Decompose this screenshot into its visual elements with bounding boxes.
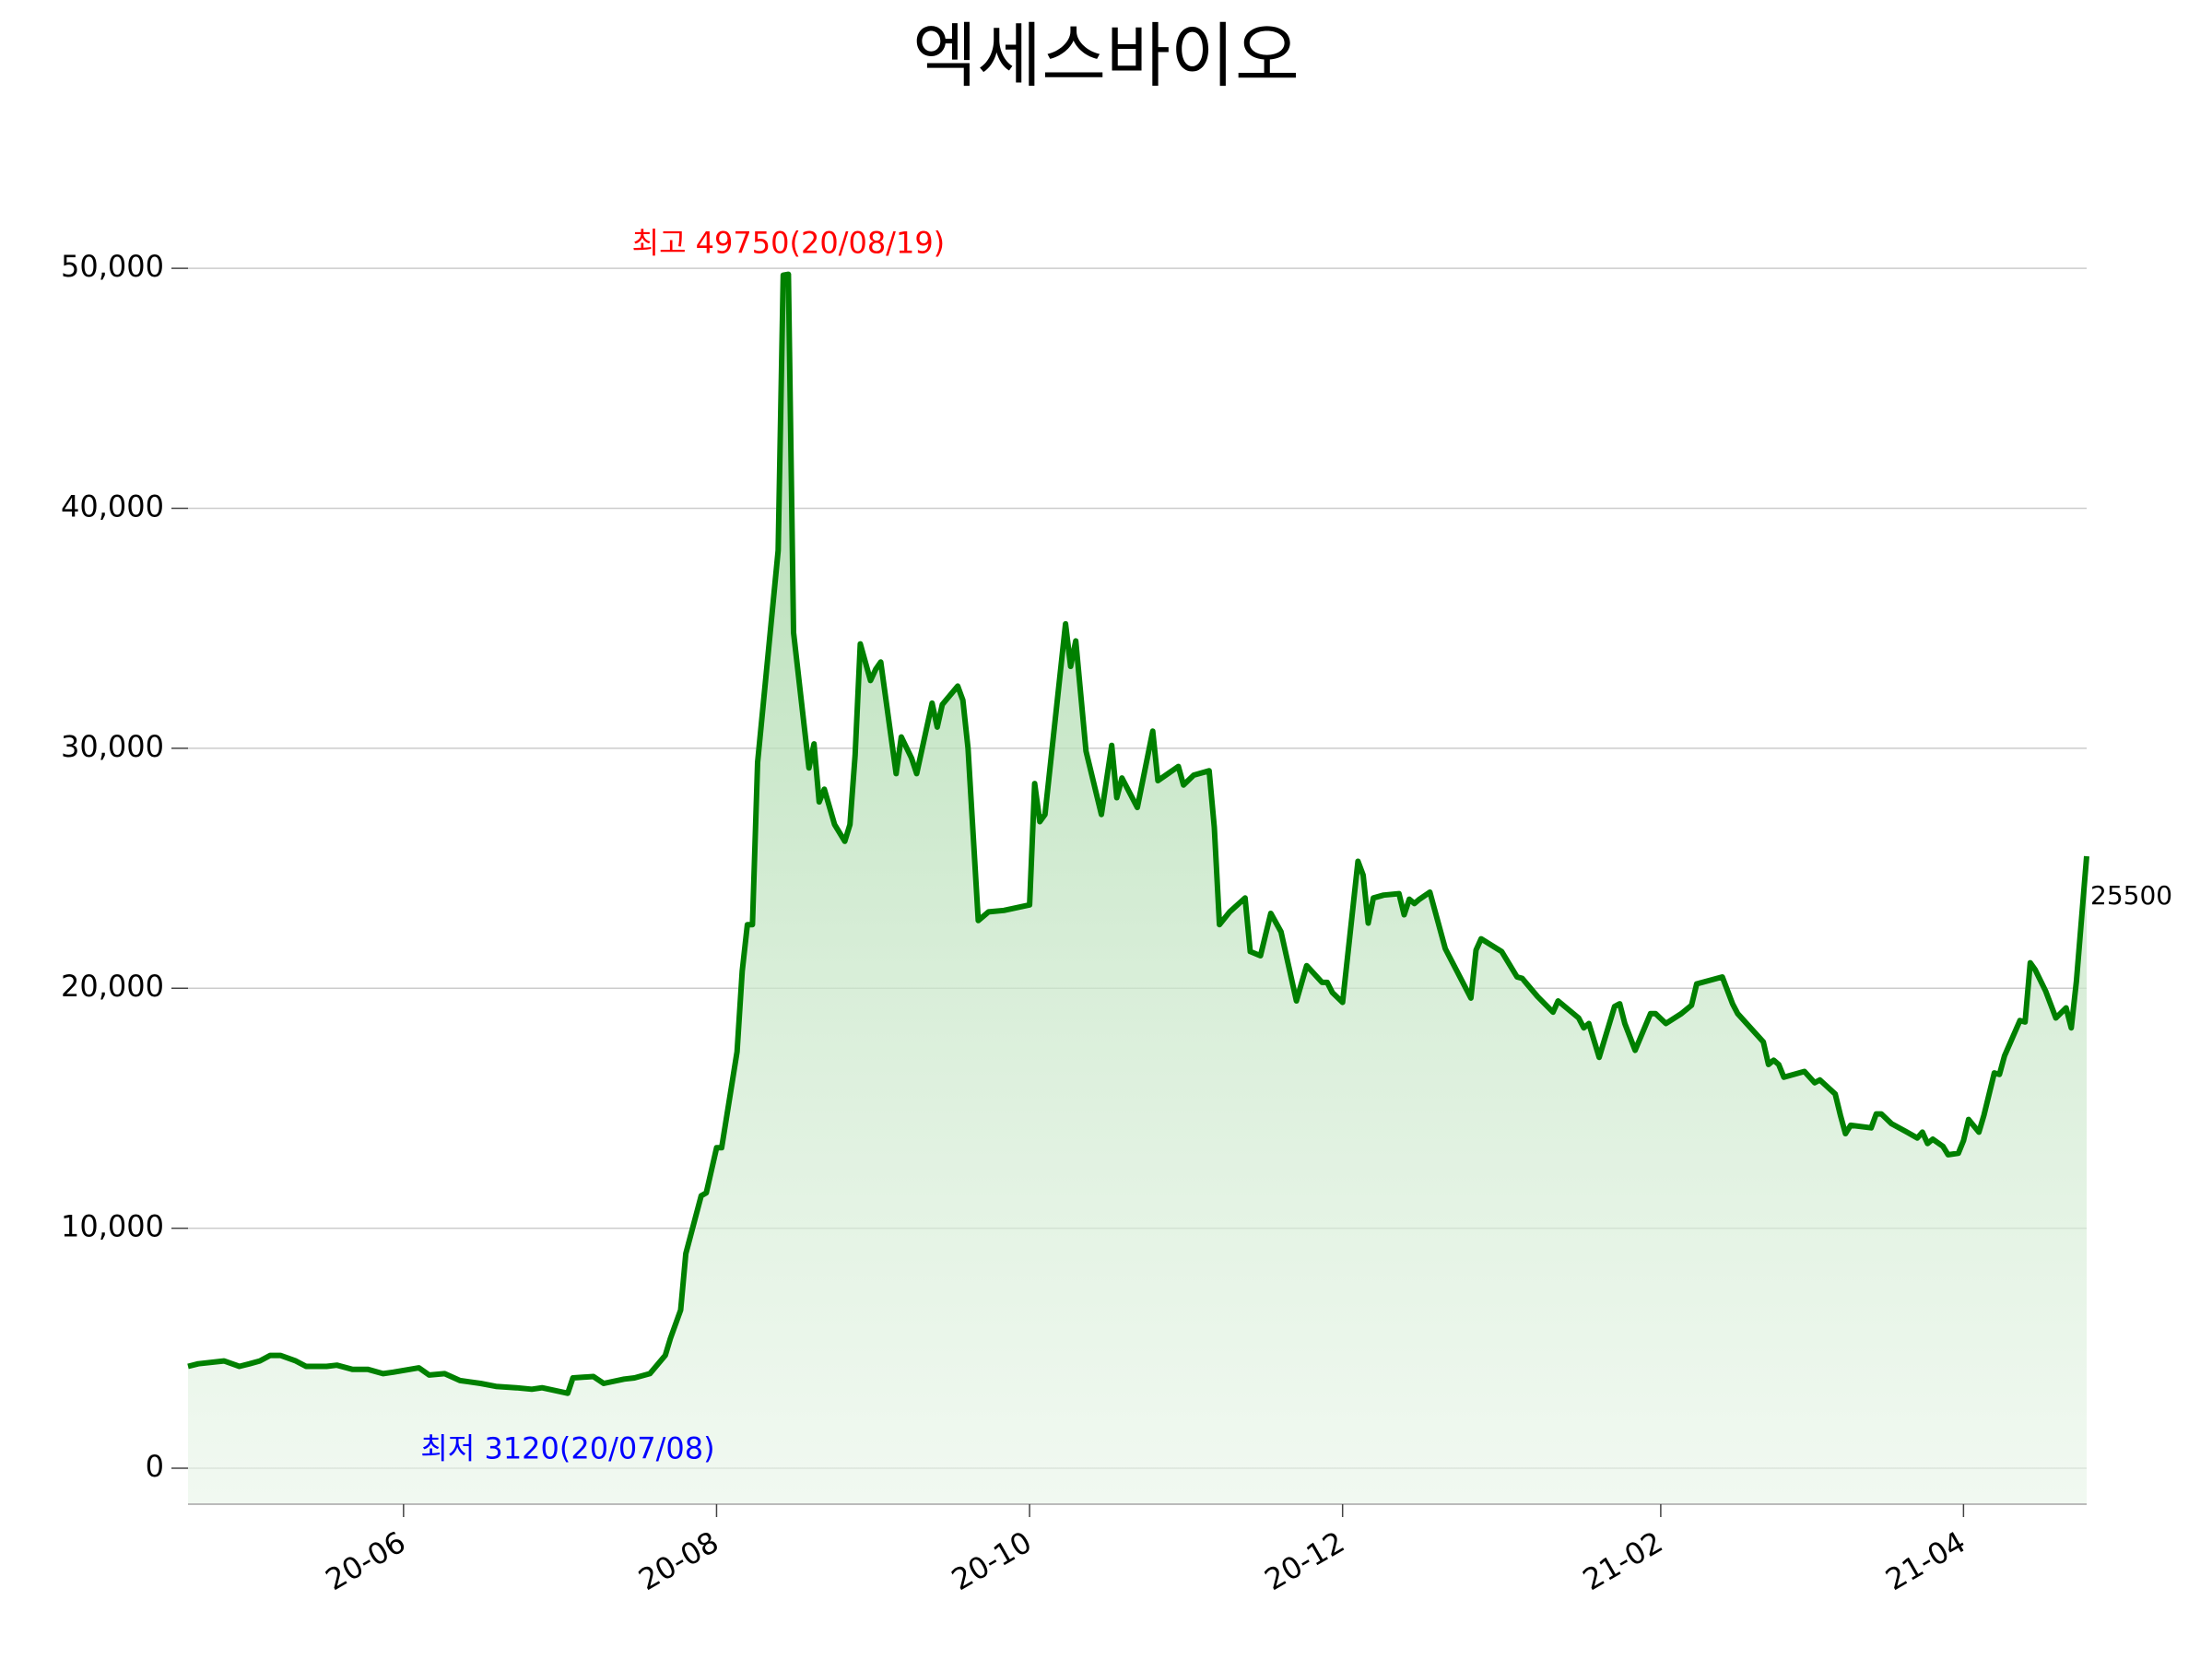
y-tick-label: 10,000 xyxy=(61,1209,164,1244)
line xyxy=(187,271,2089,1396)
x-tick-label: 21-04 xyxy=(1879,1524,1971,1597)
y-tick-label: 20,000 xyxy=(61,969,164,1004)
x-tick-label: 20-08 xyxy=(632,1524,724,1597)
last-value-label: 25500 xyxy=(2090,880,2172,911)
x-tick-label: 20-12 xyxy=(1259,1524,1351,1597)
y-tick-label: 30,000 xyxy=(61,729,164,764)
x-tick-label: 21-02 xyxy=(1577,1524,1669,1597)
chart-title: 엑세스바이오 xyxy=(912,15,1300,97)
x-tick-label: 20-06 xyxy=(320,1524,412,1597)
y-tick-label: 0 xyxy=(146,1449,164,1484)
y-tick-label: 40,000 xyxy=(61,488,164,524)
max-annotation: 최고 49750(20/08/19) xyxy=(632,226,946,261)
y-tick-label: 50,000 xyxy=(61,249,164,284)
x-tick-label: 20-10 xyxy=(946,1524,1038,1597)
area xyxy=(188,274,2087,1505)
min-annotation: 최저 3120(20/07/08) xyxy=(420,1431,714,1466)
